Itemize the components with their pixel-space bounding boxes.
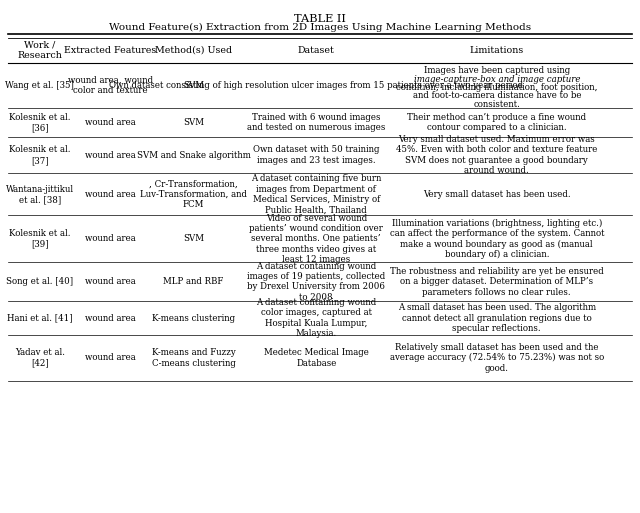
Text: wound area: wound area: [84, 313, 136, 323]
Text: The robustness and reliability are yet be ensured
on a bigger dataset. Determina: The robustness and reliability are yet b…: [390, 267, 604, 297]
Text: wound area: wound area: [84, 234, 136, 243]
Text: Video of several wound
patients’ wound condition over
several months. One patien: Video of several wound patients’ wound c…: [250, 213, 383, 264]
Text: , Cr-Transformation,
Luv-Transformation, and
FCM: , Cr-Transformation, Luv-Transformation,…: [140, 180, 247, 209]
Text: Wound Feature(s) Extraction from 2D Images Using Machine Learning Methods: Wound Feature(s) Extraction from 2D Imag…: [109, 23, 531, 32]
Text: Yadav et al.
[42]: Yadav et al. [42]: [15, 348, 65, 367]
Text: wound area, wound
color and texture: wound area, wound color and texture: [68, 76, 153, 95]
Text: Hani et al. [41]: Hani et al. [41]: [7, 313, 73, 323]
Text: wound area: wound area: [84, 151, 136, 160]
Text: wound area: wound area: [84, 277, 136, 286]
Text: A dataset containing five burn
images from Department of
Medical Services, Minis: A dataset containing five burn images fr…: [251, 174, 381, 214]
Text: Song et al. [40]: Song et al. [40]: [6, 277, 74, 286]
Text: Very small dataset used. Maximum error was
45%. Even with both color and texture: Very small dataset used. Maximum error w…: [396, 135, 598, 175]
Text: Method(s) Used: Method(s) Used: [155, 46, 232, 55]
Text: Kolesnik et al.
[37]: Kolesnik et al. [37]: [9, 146, 70, 165]
Text: Very small dataset has been used.: Very small dataset has been used.: [423, 190, 571, 199]
Text: SVM and Snake algorithm: SVM and Snake algorithm: [136, 151, 250, 160]
Text: Medetec Medical Image
Database: Medetec Medical Image Database: [264, 348, 369, 367]
Text: Work /
Research: Work / Research: [17, 41, 62, 60]
Text: Images have been captured using: Images have been captured using: [424, 66, 570, 75]
Text: SVM: SVM: [183, 118, 204, 127]
Text: Kolesnik et al.
[36]: Kolesnik et al. [36]: [9, 113, 70, 132]
Text: Illumination variations (brightness, lighting etc.)
can affect the performance o: Illumination variations (brightness, lig…: [390, 219, 604, 259]
Text: Limitations: Limitations: [470, 46, 524, 55]
Text: consistent.: consistent.: [474, 100, 520, 109]
Text: A small dataset has been used. The algorithm
cannot detect all granulation regio: A small dataset has been used. The algor…: [397, 303, 596, 333]
Text: K-means and Fuzzy
C-means clustering: K-means and Fuzzy C-means clustering: [152, 348, 236, 367]
Text: Their method can’t produce a fine wound
contour compared to a clinician.: Their method can’t produce a fine wound …: [407, 113, 586, 132]
Text: SVM: SVM: [183, 234, 204, 243]
Text: Wantana-jittikul
et al. [38]: Wantana-jittikul et al. [38]: [6, 185, 74, 204]
Text: image-capture-box and image capture: image-capture-box and image capture: [413, 75, 580, 84]
Text: and foot-to-camera distance have to be: and foot-to-camera distance have to be: [413, 91, 581, 100]
Text: wound area: wound area: [84, 190, 136, 199]
Text: Kolesnik et al.
[39]: Kolesnik et al. [39]: [9, 229, 70, 248]
Text: Trained with 6 wound images
and tested on numerous images: Trained with 6 wound images and tested o…: [247, 113, 385, 132]
Text: Own dataset with 50 training
images and 23 test images.: Own dataset with 50 training images and …: [253, 146, 380, 165]
Text: Dataset: Dataset: [298, 46, 335, 55]
Text: Relatively small dataset has been used and the
average accuracy (72.54% to 75.23: Relatively small dataset has been used a…: [390, 343, 604, 373]
Text: TABLE II: TABLE II: [294, 14, 346, 24]
Text: MLP and RBF: MLP and RBF: [163, 277, 224, 286]
Text: Extracted Features: Extracted Features: [64, 46, 156, 55]
Text: Wang et al. [35]: Wang et al. [35]: [5, 81, 74, 90]
Text: A dataset containing wound
color images, captured at
Hospital Kuala Lumpur,
Mala: A dataset containing wound color images,…: [256, 298, 376, 338]
Text: A dataset containing wound
images of 19 patients, collected
by Drexel University: A dataset containing wound images of 19 …: [247, 262, 385, 302]
Text: K-means clustering: K-means clustering: [152, 313, 235, 323]
Text: SVM: SVM: [183, 81, 204, 90]
Text: wound area: wound area: [84, 353, 136, 362]
Text: wound area: wound area: [84, 118, 136, 127]
Text: condition, including illumination, foot position,: condition, including illumination, foot …: [396, 83, 598, 92]
Text: Own dataset consisting of high resolution ulcer images from 15 patients over a t: Own dataset consisting of high resolutio…: [109, 81, 524, 90]
